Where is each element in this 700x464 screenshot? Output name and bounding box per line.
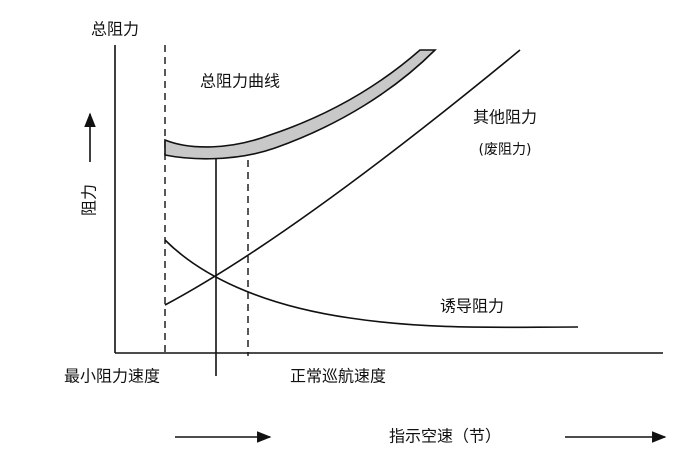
drag-label: 阻力 <box>80 184 99 216</box>
induced-drag-curve <box>164 239 579 329</box>
total-drag-curve <box>164 49 437 160</box>
parasite-note: (废阻力) <box>479 142 532 158</box>
induced-label: 诱导阻力 <box>440 297 504 316</box>
parasite-drag-curve <box>164 49 521 306</box>
min-drag-speed-label: 最小阻力速度 <box>64 367 160 386</box>
cruise-speed-label: 正常巡航速度 <box>290 367 386 386</box>
x-axis-title: 指示空速（节） <box>389 427 501 446</box>
total-curve-label: 总阻力曲线 <box>200 72 280 91</box>
parasite-label: 其他阻力 <box>473 108 537 127</box>
y-axis-title: 总阻力 <box>91 20 139 39</box>
